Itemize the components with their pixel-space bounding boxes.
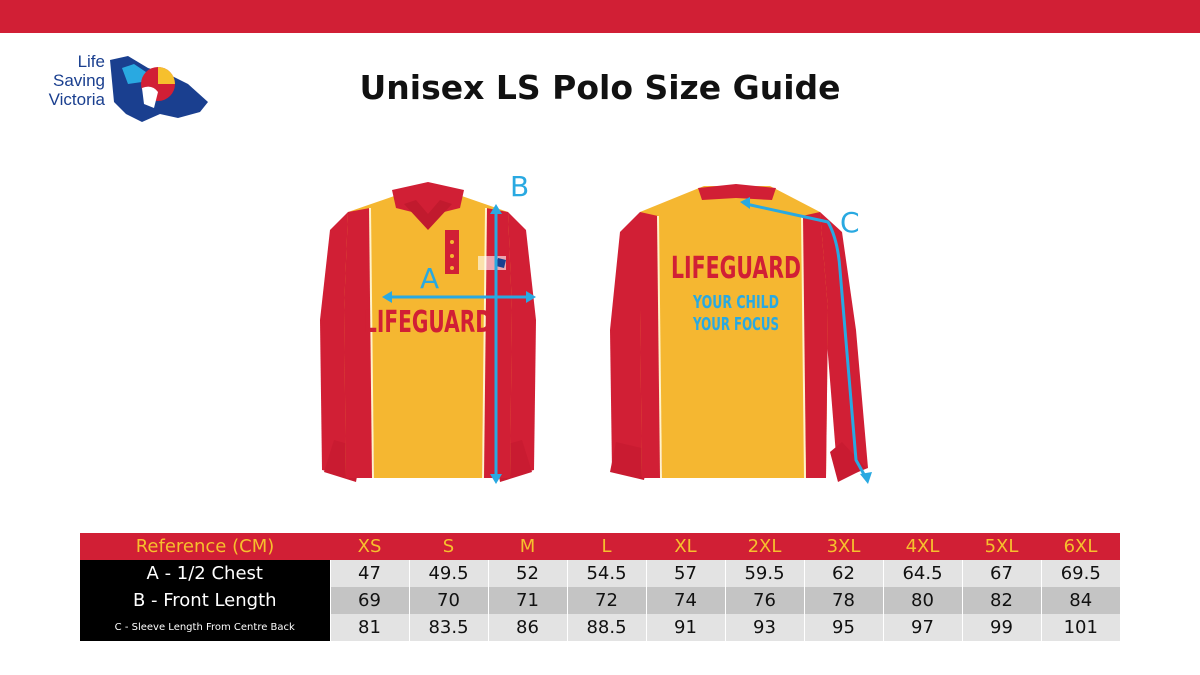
logo-emblem-icon (110, 56, 208, 122)
header-size: XL (646, 533, 725, 560)
table-cell: 88.5 (566, 614, 646, 641)
logo-line-3: Victoria (48, 90, 105, 109)
logo-text: Life Saving Victoria (30, 52, 105, 109)
table-cell: 54.5 (566, 560, 646, 587)
row-label: C - Sleeve Length From Centre Back (80, 614, 330, 641)
table-cell: 57 (645, 560, 725, 587)
logo-line-2: Saving (53, 71, 105, 90)
header-size: S (409, 533, 488, 560)
table-row: A - 1/2 Chest 47 49.5 52 54.5 57 59.5 62… (80, 560, 1120, 587)
header-size: 4XL (883, 533, 962, 560)
table-cell: 99 (961, 614, 1041, 641)
table-cell: 91 (645, 614, 725, 641)
table-cell: 67 (961, 560, 1041, 587)
size-table: Reference (CM) XS S M L XL 2XL 3XL 4XL 5… (80, 533, 1120, 641)
back-sub-text-1: YOUR CHILD (692, 292, 779, 313)
table-cell: 72 (566, 587, 646, 614)
table-row: B - Front Length 69 70 71 72 74 76 78 80… (80, 587, 1120, 614)
table-cell: 81 (329, 614, 409, 641)
label-a: A (420, 262, 439, 295)
header-reference: Reference (CM) (80, 533, 330, 560)
row-label: B - Front Length (80, 587, 330, 614)
life-saving-victoria-logo: Life Saving Victoria (30, 52, 220, 132)
table-cell: 47 (329, 560, 409, 587)
size-header-row: Reference (CM) XS S M L XL 2XL 3XL 4XL 5… (80, 533, 1120, 560)
top-bar (0, 0, 1200, 33)
header-size: 6XL (1041, 533, 1120, 560)
table-cell: 101 (1040, 614, 1120, 641)
shirt-diagram: LIFEGUARD A B LIFEGUARD YOUR CHILD YOUR … (320, 170, 872, 484)
row-label: A - 1/2 Chest (80, 560, 330, 587)
back-sub-text-2: YOUR FOCUS (692, 314, 779, 335)
table-row: C - Sleeve Length From Centre Back 81 83… (80, 614, 1120, 641)
table-cell: 70 (408, 587, 488, 614)
table-cell: 95 (803, 614, 883, 641)
measure-c-line (745, 202, 868, 479)
table-cell: 78 (803, 587, 883, 614)
back-lifeguard-text: LIFEGUARD (671, 251, 801, 286)
header-size: 5XL (962, 533, 1041, 560)
label-b: B (510, 170, 529, 203)
page-title: Unisex LS Polo Size Guide (359, 68, 841, 107)
header-size: L (567, 533, 646, 560)
table-cell: 86 (487, 614, 567, 641)
back-shirt: LIFEGUARD YOUR CHILD YOUR FOCUS C (610, 184, 872, 484)
front-lifeguard-text: LIFEGUARD (364, 305, 492, 340)
table-cell: 83.5 (408, 614, 488, 641)
table-cell: 52 (487, 560, 567, 587)
table-cell: 76 (724, 587, 804, 614)
table-cell: 93 (724, 614, 804, 641)
table-cell: 71 (487, 587, 567, 614)
table-cell: 80 (882, 587, 962, 614)
table-cell: 74 (645, 587, 725, 614)
logo-line-1: Life (77, 52, 105, 71)
table-cell: 59.5 (724, 560, 804, 587)
table-cell: 84 (1040, 587, 1120, 614)
header-size: 3XL (804, 533, 883, 560)
header-size: M (488, 533, 567, 560)
table-cell: 69.5 (1040, 560, 1120, 587)
header-size: XS (330, 533, 409, 560)
table-cell: 62 (803, 560, 883, 587)
front-shirt: LIFEGUARD A B (320, 170, 536, 484)
label-c: C (840, 206, 860, 239)
table-cell: 69 (329, 587, 409, 614)
table-cell: 97 (882, 614, 962, 641)
header-size: 2XL (725, 533, 804, 560)
table-cell: 64.5 (882, 560, 962, 587)
table-cell: 49.5 (408, 560, 488, 587)
table-cell: 82 (961, 587, 1041, 614)
